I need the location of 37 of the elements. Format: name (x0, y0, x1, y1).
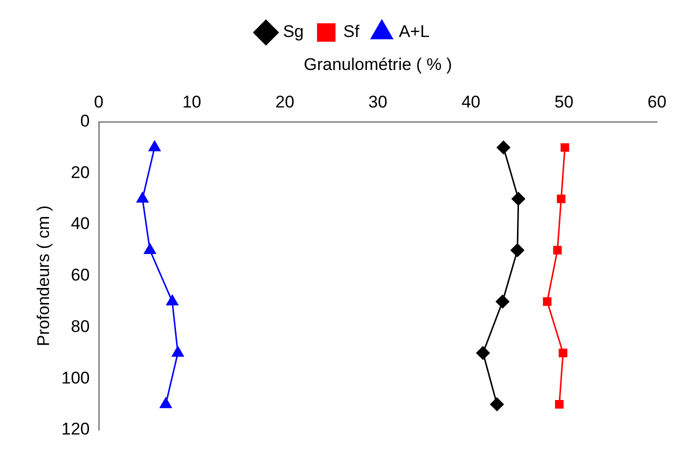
point (512, 192, 526, 206)
y-tick-label: 20 (70, 162, 90, 182)
y-axis-title: Profondeurs ( cm ) (34, 206, 53, 346)
point (172, 346, 184, 357)
x-tick-label: 0 (94, 92, 104, 112)
y-tick-label: 120 (61, 420, 90, 439)
y-tick-label: 0 (80, 111, 90, 130)
point (553, 246, 562, 254)
x-tick-label: 30 (368, 92, 388, 112)
point (166, 294, 178, 306)
legend-label: Sf (343, 22, 360, 42)
x-tick-label: 10 (182, 92, 202, 112)
y-tick-label: 60 (70, 266, 90, 285)
point (542, 297, 552, 306)
point (555, 400, 564, 409)
point (556, 194, 566, 204)
x-tick-label: 20 (275, 92, 294, 112)
x-tick-label: 40 (461, 92, 480, 112)
point (558, 348, 568, 358)
x-axis-title: Granulométrie ( % ) (304, 54, 452, 74)
point (510, 243, 524, 257)
legend-label: Sg (282, 22, 304, 42)
x-tick-label: 50 (554, 92, 574, 112)
y-tick-label: 40 (70, 214, 90, 234)
legend-label: A+L (398, 22, 430, 42)
point (490, 398, 504, 412)
point (160, 398, 172, 408)
point (136, 192, 148, 203)
point (148, 140, 161, 152)
point (560, 143, 570, 152)
y-tick-label: 100 (61, 368, 90, 388)
x-tick-label: 60 (648, 92, 666, 112)
point (496, 140, 510, 154)
point (496, 294, 510, 308)
point (144, 243, 156, 254)
y-tick-label: 80 (70, 316, 90, 336)
point (476, 346, 490, 360)
